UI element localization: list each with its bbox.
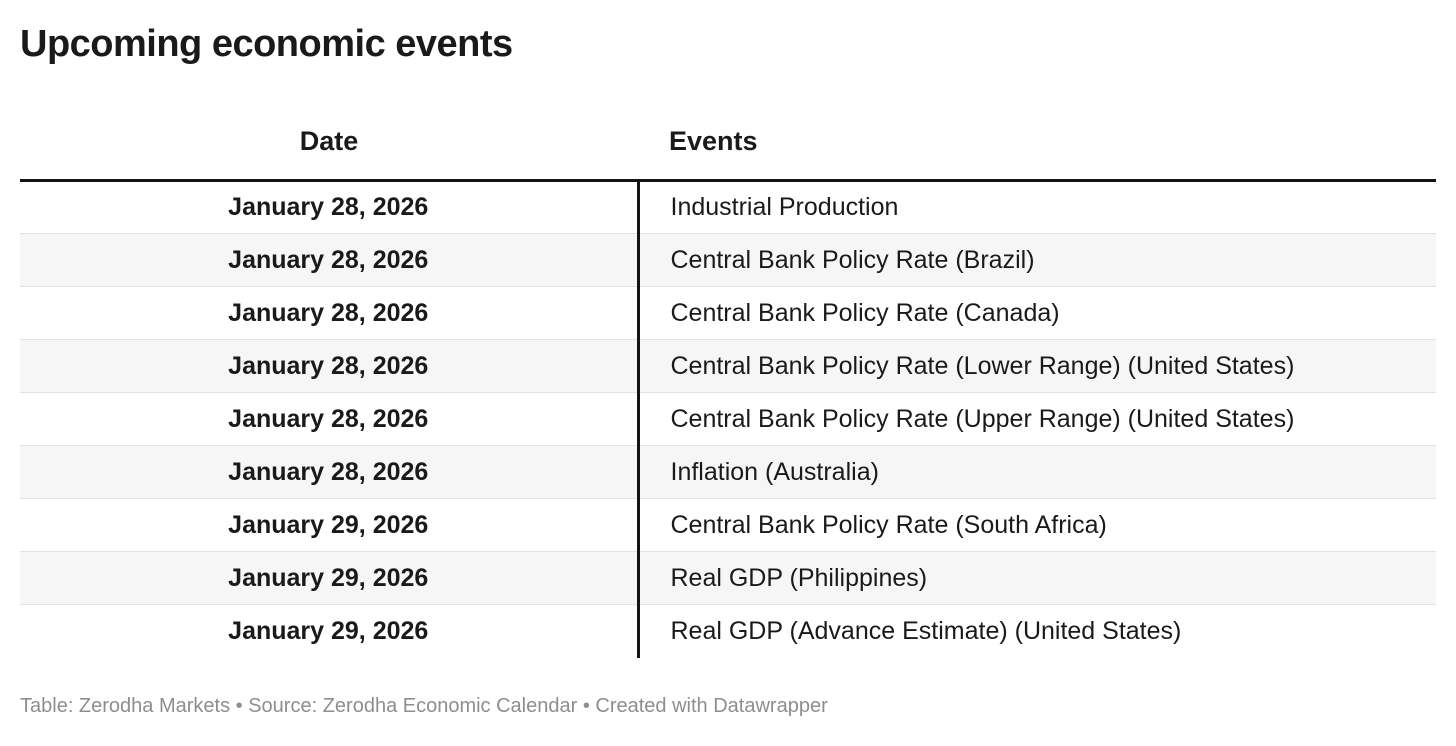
header-row: Date Events <box>20 66 1436 182</box>
event-cell: Real GDP (Advance Estimate) (United Stat… <box>636 604 1436 658</box>
date-cell: January 29, 2026 <box>228 510 429 539</box>
column-header-events: Events <box>638 66 1436 182</box>
table-row: January 28, 2026 Central Bank Policy Rat… <box>20 392 1436 446</box>
event-cell: Central Bank Policy Rate (South Africa) <box>636 498 1436 552</box>
event-cell: Central Bank Policy Rate (Brazil) <box>636 233 1436 287</box>
date-cell: January 28, 2026 <box>228 404 429 433</box>
table-header: Date Events <box>20 66 1436 182</box>
date-cell: January 28, 2026 <box>228 298 429 327</box>
table-row: January 28, 2026 Central Bank Policy Rat… <box>20 339 1436 393</box>
event-cell: Industrial Production <box>636 180 1436 234</box>
date-cell: January 28, 2026 <box>228 193 429 221</box>
table-row: January 29, 2026 Real GDP (Advance Estim… <box>20 604 1436 658</box>
event-cell: Inflation (Australia) <box>636 445 1436 499</box>
date-cell: January 29, 2026 <box>228 616 429 645</box>
table-row: January 28, 2026 Central Bank Policy Rat… <box>20 286 1436 340</box>
event-cell: Central Bank Policy Rate (Canada) <box>636 286 1436 340</box>
attribution-footer: Table: Zerodha Markets • Source: Zerodha… <box>20 694 828 717</box>
event-cell: Central Bank Policy Rate (Upper Range) (… <box>636 392 1436 446</box>
events-table: Date Events January 28, 2026 Industrial … <box>20 66 1436 658</box>
column-header-date: Date <box>20 66 638 182</box>
page-title: Upcoming economic events <box>20 23 513 65</box>
event-cell: Central Bank Policy Rate (Lower Range) (… <box>636 339 1436 393</box>
table-row: January 28, 2026 Central Bank Policy Rat… <box>20 233 1436 287</box>
table-row: January 28, 2026 Industrial Production <box>20 180 1436 234</box>
table-row: January 29, 2026 Real GDP (Philippines) <box>20 551 1436 605</box>
table-row: January 29, 2026 Central Bank Policy Rat… <box>20 498 1436 552</box>
date-cell: January 28, 2026 <box>228 457 429 486</box>
date-cell: January 28, 2026 <box>228 351 429 380</box>
table-body: January 28, 2026 Industrial Production J… <box>20 180 1436 658</box>
date-cell: January 28, 2026 <box>228 245 429 274</box>
table-row: January 28, 2026 Inflation (Australia) <box>20 445 1436 499</box>
date-cell: January 29, 2026 <box>228 563 429 592</box>
event-cell: Real GDP (Philippines) <box>636 551 1436 605</box>
